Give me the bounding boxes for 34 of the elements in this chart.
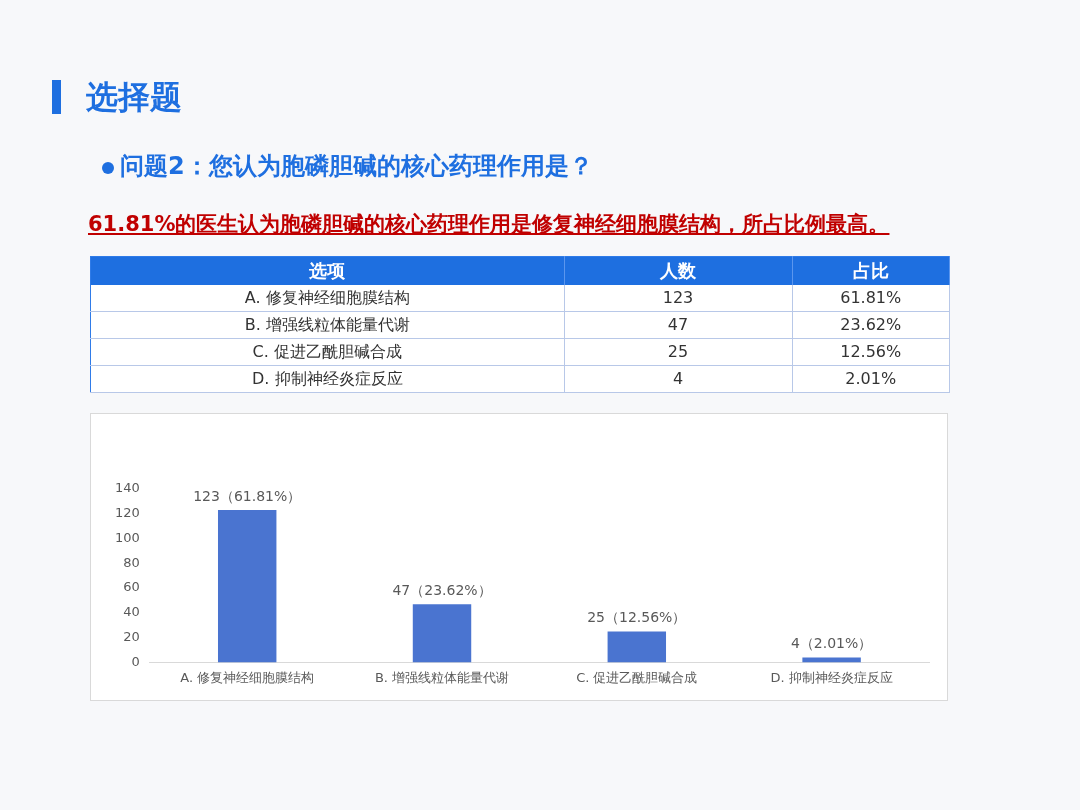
text: 2.01% bbox=[792, 365, 950, 393]
y-tick-label: 40 bbox=[123, 604, 140, 620]
y-tick-label: 20 bbox=[123, 629, 140, 644]
category-label: C. 促进乙酰胆碱合成 bbox=[252, 342, 402, 361]
y-tick-label: 120 bbox=[114, 505, 140, 521]
category-label: B. 增强线粒体能量代谢 bbox=[244, 315, 410, 334]
x-tick-label: C. 促进乙酰胆碱合成 bbox=[576, 669, 698, 685]
data-label: 47（23.62%） bbox=[392, 581, 492, 598]
data-label: 25（12.56%） bbox=[587, 609, 687, 626]
y-tick-label: 100 bbox=[114, 529, 140, 545]
text: 61.81% bbox=[792, 285, 950, 312]
y-tick-label: 60 bbox=[123, 579, 140, 595]
data-label: 123（61.81%） bbox=[193, 487, 302, 504]
text: 25 bbox=[564, 338, 792, 366]
x-tick-label: A. 修复神经细胞膜结构 bbox=[180, 669, 315, 685]
data-label: 4（2.01%） bbox=[790, 635, 873, 652]
chart-subtitle: 问题2：您认为胞磷胆碱的核心药理作用是？ bbox=[120, 151, 593, 182]
text: 47 bbox=[564, 311, 792, 339]
chart-title: 选择题 bbox=[86, 77, 182, 118]
text: 23.62% bbox=[792, 311, 950, 339]
x-tick-label: B. 增强线粒体能量代谢 bbox=[374, 669, 510, 685]
text: 123 bbox=[564, 285, 792, 312]
text: 占比 bbox=[792, 256, 950, 285]
x-tick-label: D. 抑制神经炎症反应 bbox=[770, 669, 893, 685]
category-label: A. 修复神经细胞膜结构 bbox=[244, 288, 410, 307]
y-tick-label: 140 bbox=[114, 480, 140, 496]
category-label: D. 抑制神经炎症反应 bbox=[252, 369, 403, 388]
text: 4 bbox=[564, 365, 792, 393]
y-tick-label: 80 bbox=[123, 554, 140, 570]
y-tick-label: 0 bbox=[131, 653, 140, 669]
text: 12.56% bbox=[792, 338, 950, 366]
text: 61.81%的医生认为胞磷胆碱的核心药理作用是修复神经细胞膜结构，所占比例最高。 bbox=[88, 211, 890, 238]
text: 选项 bbox=[90, 256, 565, 285]
text: 人数 bbox=[564, 256, 792, 285]
